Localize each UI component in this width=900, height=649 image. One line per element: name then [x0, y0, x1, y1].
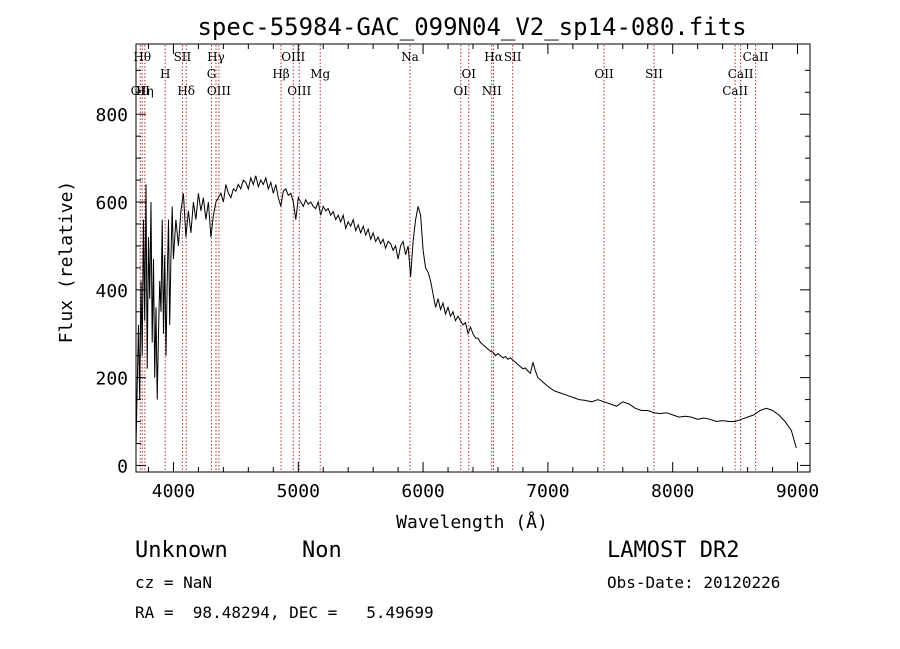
y-tick-label: 800 — [95, 105, 128, 126]
survey-name: LAMOST DR2 — [607, 538, 740, 563]
spectral-line-label: Hβ — [272, 67, 289, 81]
spectral-line-label: Na — [401, 50, 419, 64]
x-tick-label: 8000 — [651, 481, 694, 502]
spectral-line-markers — [139, 45, 757, 471]
spectral-line-label: OII — [594, 67, 614, 81]
x-tick-label: 4000 — [152, 481, 195, 502]
spectral-line-labels: OII Hθ Hη H SII Hδ G Hγ OIII Hβ OIII OIII Mg Na OI OI NI… — [131, 50, 769, 98]
cz-value: cz = NaN — [135, 573, 213, 592]
spectral-line-label: CaII — [743, 50, 769, 64]
spectral-line-label: SII — [174, 50, 192, 64]
coordinates: RA = 98.48294, DEC = 5.49699 — [135, 603, 434, 622]
y-axis-label: Flux (relative) — [56, 181, 77, 344]
plot-frame — [135, 43, 811, 473]
object-class: Unknown — [135, 538, 228, 563]
obs-date: Obs-Date: 20120226 — [607, 573, 781, 592]
spectral-line-label: CaII — [722, 84, 748, 98]
x-axis-label: Wavelength (Å) — [396, 511, 548, 533]
spectral-line-label: SII — [645, 67, 663, 81]
spectral-line-label: OI — [453, 84, 468, 98]
y-tick-label: 200 — [95, 369, 128, 390]
spectrum-series-line — [135, 175, 797, 449]
object-subclass: Non — [302, 538, 342, 563]
spectral-line-label: Hθ — [133, 50, 151, 64]
spectral-line-label: OIII — [281, 50, 305, 64]
y-tick-label: 400 — [95, 281, 128, 302]
spectral-line-label: Mg — [310, 67, 330, 81]
x-axis: 4000 5000 6000 7000 8000 9000 — [147, 44, 819, 502]
spectral-line-label: SII — [504, 50, 522, 64]
spectral-line-label: OIII — [207, 84, 231, 98]
chart-title: spec-55984-GAC_099N04_V2_sp14-080.fits — [197, 13, 746, 41]
x-tick-label: 5000 — [277, 481, 320, 502]
spectral-line-label: Hδ — [177, 84, 195, 98]
spectral-line-label: Hη — [136, 84, 154, 98]
spectral-line-label: Hγ — [207, 50, 225, 64]
x-tick-label: 7000 — [526, 481, 569, 502]
x-tick-label: 6000 — [401, 481, 444, 502]
spectral-line-label: CaII — [728, 67, 754, 81]
spectral-line-label: H — [160, 67, 170, 81]
spectral-line-label: OII — [131, 84, 151, 98]
y-axis: 0 200 400 600 800 — [95, 69, 810, 477]
spectral-line-label: NII — [482, 84, 502, 98]
y-tick-label: 0 — [117, 456, 128, 477]
spectral-line-label: G — [207, 67, 217, 81]
spectral-line-label: Hα — [484, 50, 503, 64]
spectral-line-label: OIII — [287, 84, 311, 98]
y-tick-label: 600 — [95, 193, 128, 214]
spectral-line-label: OI — [461, 67, 476, 81]
x-tick-label: 9000 — [776, 481, 819, 502]
